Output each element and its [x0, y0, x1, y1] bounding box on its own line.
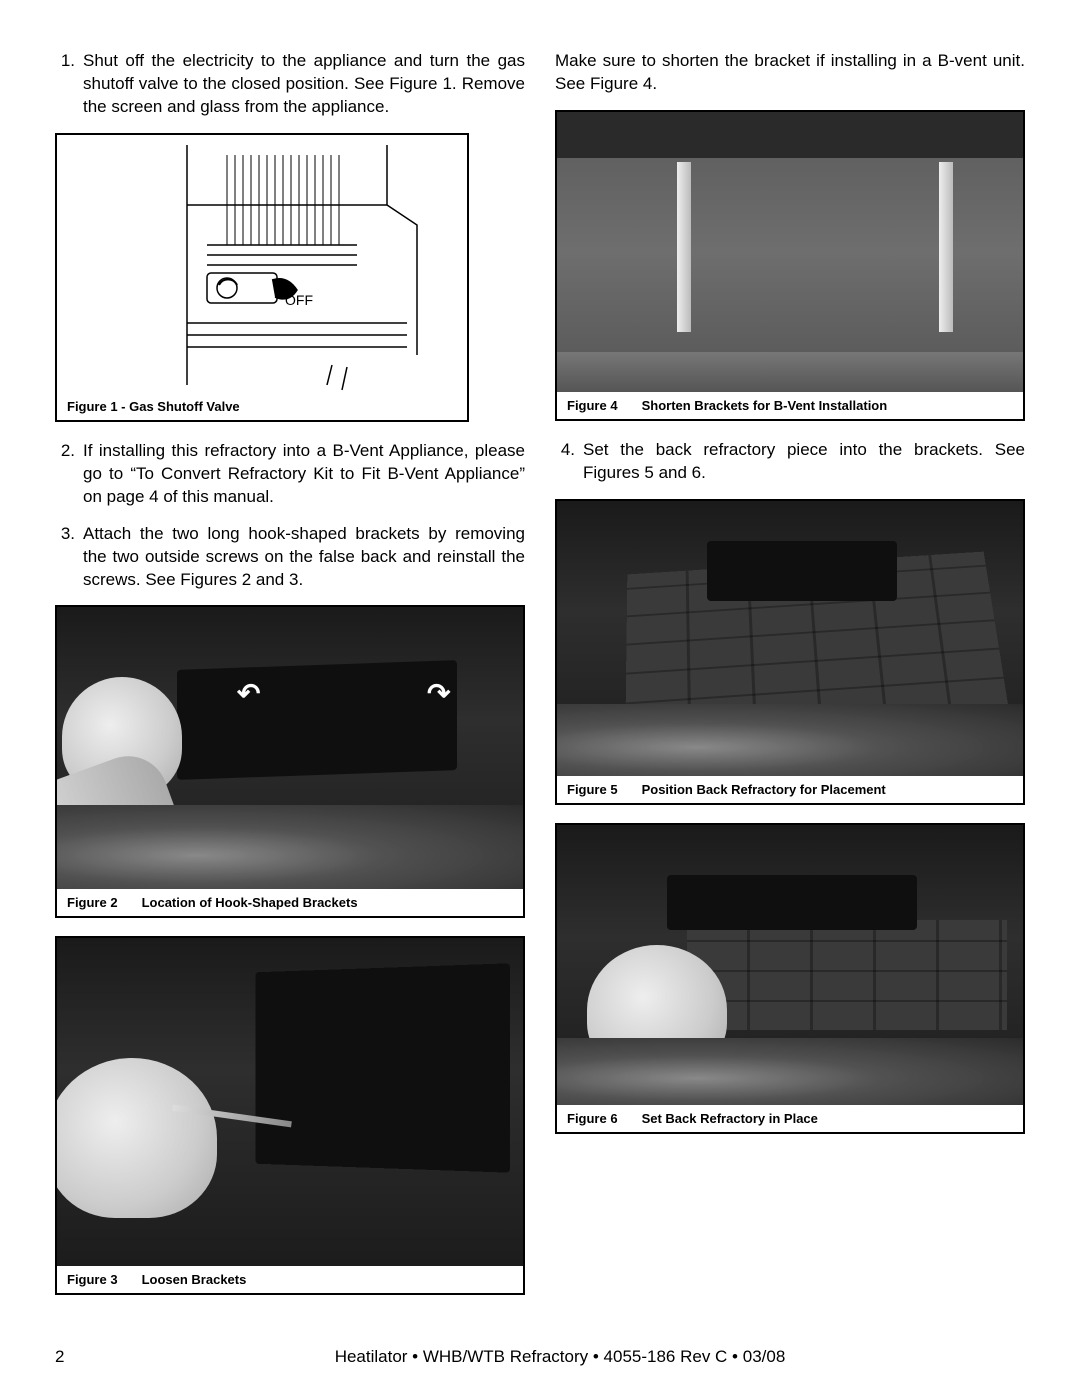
figure-title: Set Back Refractory in Place	[642, 1111, 818, 1126]
figure-1: OFF Figure 1 - Gas Shutoff Valve	[55, 133, 469, 422]
figure-6-caption: Figure 6 Set Back Refractory in Place	[557, 1105, 1023, 1132]
figure-title: Location of Hook-Shaped Brackets	[142, 895, 358, 910]
figure-title: Loosen Brackets	[142, 1272, 247, 1287]
step-text: Shut off the electricity to the applianc…	[83, 50, 525, 119]
step-number: 4.	[555, 439, 583, 485]
figure-label: Figure 6	[567, 1111, 618, 1126]
step-text: Set the back refractory piece into the b…	[583, 439, 1025, 485]
figure-5: Figure 5 Position Back Refractory for Pl…	[555, 499, 1025, 805]
step-number: 3.	[55, 523, 83, 592]
figure-label: Figure 5	[567, 782, 618, 797]
step-text: Attach the two long hook-shaped brackets…	[83, 523, 525, 592]
left-column: 1. Shut off the electricity to the appli…	[55, 50, 525, 1295]
figure-label: Figure 2	[67, 895, 118, 910]
figure-2-photo: ↶ ↷	[57, 607, 523, 889]
figure-2-caption: Figure 2 Location of Hook-Shaped Bracket…	[57, 889, 523, 916]
step-3: 3. Attach the two long hook-shaped brack…	[55, 523, 525, 592]
step-number: 2.	[55, 440, 83, 509]
figure-4-photo	[557, 112, 1023, 392]
figure-4-caption: Figure 4 Shorten Brackets for B-Vent Ins…	[557, 392, 1023, 419]
arrow-icon: ↷	[427, 677, 450, 710]
page-footer: 2 Heatilator • WHB/WTB Refractory • 4055…	[55, 1347, 1025, 1367]
figure-5-photo	[557, 501, 1023, 776]
figure-title: Shorten Brackets for B-Vent Installation	[642, 398, 888, 413]
figure-3: Figure 3 Loosen Brackets	[55, 936, 525, 1295]
two-column-layout: 1. Shut off the electricity to the appli…	[55, 50, 1025, 1295]
step-2: 2. If installing this refractory into a …	[55, 440, 525, 509]
step-1: 1. Shut off the electricity to the appli…	[55, 50, 525, 119]
page-number: 2	[55, 1347, 95, 1367]
step-text: If installing this refractory into a B-V…	[83, 440, 525, 509]
figure-1-diagram: OFF	[57, 135, 467, 395]
arrow-icon: ↶	[237, 677, 260, 710]
step-4: 4. Set the back refractory piece into th…	[555, 439, 1025, 485]
figure-title: Position Back Refractory for Placement	[642, 782, 886, 797]
step-number: 1.	[55, 50, 83, 119]
figure-3-caption: Figure 3 Loosen Brackets	[57, 1266, 523, 1293]
figure-label: Figure 3	[67, 1272, 118, 1287]
continuation-text: Make sure to shorten the bracket if inst…	[555, 50, 1025, 96]
figure-3-photo	[57, 938, 523, 1266]
figure-2: ↶ ↷ Figure 2 Location of Hook-Shaped Bra…	[55, 605, 525, 918]
figure-6: Figure 6 Set Back Refractory in Place	[555, 823, 1025, 1134]
figure-1-caption: Figure 1 - Gas Shutoff Valve	[57, 395, 467, 420]
figure-4: Figure 4 Shorten Brackets for B-Vent Ins…	[555, 110, 1025, 421]
figure-6-photo	[557, 825, 1023, 1105]
off-label-svg: OFF	[285, 292, 313, 308]
figure-label: Figure 1 - Gas Shutoff Valve	[67, 399, 240, 414]
figure-label: Figure 4	[567, 398, 618, 413]
right-column: Make sure to shorten the bracket if inst…	[555, 50, 1025, 1295]
figure-5-caption: Figure 5 Position Back Refractory for Pl…	[557, 776, 1023, 803]
footer-text: Heatilator • WHB/WTB Refractory • 4055-1…	[95, 1347, 1025, 1367]
